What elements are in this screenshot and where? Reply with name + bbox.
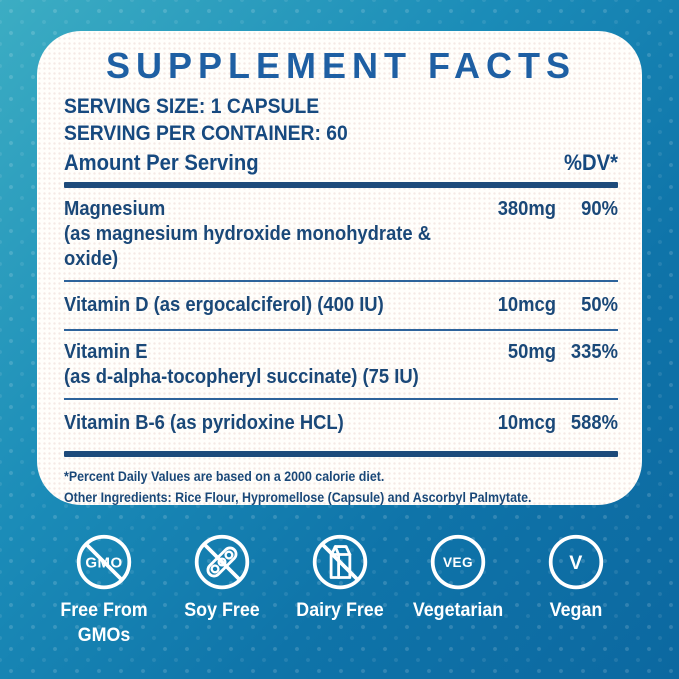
nutrient-dv: 50% — [581, 294, 618, 316]
slash-icon — [202, 542, 241, 582]
badge-label: Dairy Free — [295, 600, 384, 621]
v-text: V — [569, 552, 583, 574]
thin-divider — [64, 280, 618, 282]
nutrient-name: Magnesium — [64, 198, 166, 220]
badge-label: Soy Free — [183, 600, 260, 621]
panel-title: SUPPLEMENT FACTS — [105, 45, 577, 86]
percent-dv-header: %DV* — [564, 150, 618, 175]
serving-size-text: SERVING SIZE: 1 CAPSULE — [64, 95, 320, 118]
dietary-badges-row: GMO Free From GMOs Soy Free — [0, 532, 679, 648]
nutrient-row-vitamin-b6: Vitamin B-6 (as pyridoxine HCL) 10mcg 58… — [64, 400, 618, 446]
nutrient-name: Vitamin E — [64, 341, 148, 363]
circle-outline — [548, 534, 603, 590]
servings-per-container-text: SERVING PER CONTAINER: 60 — [64, 122, 348, 145]
circle-outline — [76, 534, 131, 590]
nutrient-name: Vitamin D (as ergocalciferol) (400 IU) — [64, 294, 384, 316]
nutrient-dv: 90% — [581, 198, 618, 220]
nutrient-row-vitamin-e: Vitamin E (as d-alpha-tocopheryl succina… — [64, 331, 618, 398]
footnotes: *Percent Daily Values are based on a 200… — [64, 466, 618, 508]
badge-vegetarian: VEG Vegetarian — [399, 532, 517, 648]
circle-outline — [194, 534, 249, 590]
badge-label: Vegetarian — [412, 600, 503, 621]
veg-text: VEG — [442, 555, 472, 570]
badge-soy-free: Soy Free — [163, 532, 281, 648]
amount-per-serving-header-row: Amount Per Serving %DV* — [64, 149, 618, 177]
thick-divider-bottom — [64, 451, 618, 457]
nutrient-name: Vitamin B-6 (as pyridoxine HCL) — [64, 412, 344, 434]
nutrient-detail: (as d-alpha-tocopheryl succinate) (75 IU… — [64, 366, 419, 388]
circle-outline — [312, 534, 367, 590]
daily-value-footnote: *Percent Daily Values are based on a 200… — [64, 469, 385, 484]
badge-vegan: V Vegan — [517, 532, 635, 648]
slash-icon — [320, 542, 359, 582]
nutrient-row-vitamin-d: Vitamin D (as ergocalciferol) (400 IU) 1… — [64, 282, 618, 329]
badge-label: Vegan — [549, 600, 602, 621]
serving-info: SERVING SIZE: 1 CAPSULE SERVING PER CONT… — [64, 93, 618, 147]
nutrient-amount: 10mcg — [497, 294, 556, 316]
badge-dairy-free: Dairy Free — [281, 532, 399, 648]
circle-outline — [430, 534, 485, 590]
nutrient-detail: (as magnesium hydroxide monohydrate & ox… — [64, 223, 432, 270]
supplement-facts-panel: SUPPLEMENT FACTS SERVING SIZE: 1 CAPSULE… — [37, 31, 642, 505]
thin-divider — [64, 329, 618, 331]
nutrient-amount: 380mg — [497, 198, 556, 220]
nutrient-amount: 50mg — [507, 341, 556, 363]
thick-divider-top — [64, 182, 618, 188]
soy-free-icon — [194, 534, 249, 590]
slash-icon — [84, 542, 123, 582]
thin-divider — [64, 398, 618, 400]
nutrient-dv: 588% — [570, 412, 618, 434]
nutrient-amount: 10mcg — [497, 412, 556, 434]
gmo-text: GMO — [85, 555, 122, 572]
amount-per-serving-label: Amount Per Serving — [64, 150, 259, 175]
other-ingredients-footnote: Other Ingredients: Rice Flour, Hypromell… — [64, 490, 532, 505]
gmo-free-icon: GMO — [76, 534, 131, 590]
vegan-icon: V — [548, 534, 603, 590]
badge-gmo-free: GMO Free From GMOs — [45, 532, 163, 648]
dairy-free-icon — [312, 534, 367, 590]
nutrient-row-magnesium: Magnesium (as magnesium hydroxide monohy… — [64, 188, 618, 280]
milk-carton-icon — [329, 545, 351, 579]
vegetarian-icon: VEG — [430, 534, 485, 590]
nutrient-dv: 335% — [570, 341, 618, 363]
badge-label: Free From GMOs — [59, 600, 148, 646]
